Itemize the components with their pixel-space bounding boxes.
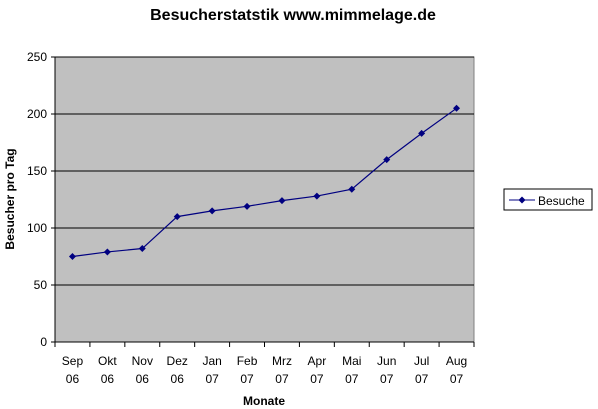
chart-title: Besucherstatstik www.mimmelage.de bbox=[150, 7, 436, 24]
data-point bbox=[138, 245, 146, 253]
legend-box bbox=[503, 188, 593, 211]
x-tick-label: Mrz 07 bbox=[272, 354, 292, 386]
y-tick-label: 100 bbox=[27, 221, 47, 235]
data-point bbox=[383, 156, 391, 164]
y-tick-label: 50 bbox=[34, 278, 48, 292]
y-tick-label: 200 bbox=[27, 107, 47, 121]
x-tick-label: Dez 06 bbox=[167, 354, 188, 386]
x-tick-label: Jun 07 bbox=[377, 354, 396, 386]
x-tick-label: Mai 07 bbox=[342, 354, 361, 386]
data-point bbox=[348, 185, 356, 193]
series-line bbox=[72, 107, 457, 258]
data-point bbox=[173, 213, 181, 221]
x-tick-label: Sep 06 bbox=[62, 354, 84, 386]
y-tick-label: 150 bbox=[27, 164, 47, 178]
x-tick-label: Jul 07 bbox=[414, 354, 429, 386]
data-point bbox=[313, 192, 321, 200]
x-axis-ticks: Sep 06 Okt 06 Nov 06 Dez 06 Jan 07 Feb 07 Mrz 07 Apr 07… bbox=[54, 342, 475, 386]
x-tick-label: Nov 06 bbox=[132, 354, 153, 386]
y-tick-label: 0 bbox=[40, 335, 47, 349]
x-tick-label: Feb 07 bbox=[237, 354, 258, 386]
data-point bbox=[418, 129, 426, 137]
data-point bbox=[243, 202, 251, 210]
legend-marker bbox=[518, 196, 526, 204]
data-point bbox=[68, 253, 76, 260]
x-tick-label: Jan 07 bbox=[202, 354, 221, 386]
plot-area bbox=[54, 56, 475, 343]
legend-label: Besuche bbox=[538, 194, 585, 208]
series-besuche bbox=[68, 104, 461, 260]
x-tick-label: Aug 07 bbox=[446, 354, 467, 386]
x-tick-label: Okt 06 bbox=[98, 354, 117, 386]
y-axis-label: Besucher pro Tag bbox=[3, 148, 17, 249]
y-tick-label: 250 bbox=[27, 50, 47, 64]
y-axis-ticks: 0 50 100 150 200 250 bbox=[27, 50, 55, 349]
data-point bbox=[208, 207, 216, 215]
data-point bbox=[453, 104, 461, 112]
x-tick-label: Apr 07 bbox=[308, 354, 327, 386]
x-axis-label: Monate bbox=[243, 394, 285, 408]
grid-lines bbox=[55, 56, 474, 286]
data-point bbox=[103, 248, 111, 256]
data-point bbox=[278, 197, 286, 205]
legend: Besuche bbox=[503, 188, 593, 211]
